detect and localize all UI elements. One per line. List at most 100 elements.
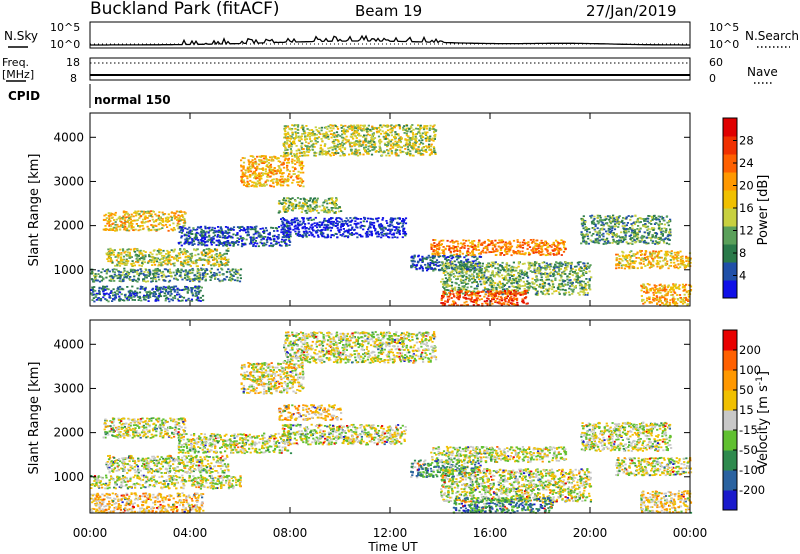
- heatmap-cell: [189, 265, 192, 267]
- heatmap-cell: [212, 231, 215, 234]
- heatmap-cell: [379, 124, 382, 127]
- heatmap-cell: [510, 271, 513, 274]
- heatmap-cell: [568, 279, 571, 282]
- heatmap-cell: [425, 127, 428, 130]
- heatmap-cell: [270, 158, 273, 161]
- heatmap-cell: [542, 267, 545, 269]
- heatmap-cell: [326, 219, 329, 222]
- heatmap-cell: [421, 142, 425, 145]
- heatmap-cell: [288, 137, 291, 140]
- heatmap-cell: [121, 279, 125, 281]
- heatmap-cell: [167, 229, 170, 232]
- heatmap-cell: [196, 286, 199, 288]
- heatmap-cell: [272, 244, 275, 246]
- heatmap-cell: [246, 226, 249, 229]
- heatmap-cell: [315, 199, 318, 202]
- heatmap-cell: [186, 240, 189, 242]
- heatmap-cell: [147, 297, 150, 299]
- heatmap-cell: [446, 266, 450, 269]
- heatmap-cell: [355, 153, 358, 156]
- heatmap-cell: [194, 254, 197, 257]
- heatmap-cell: [544, 267, 547, 270]
- heatmap-cell: [434, 153, 437, 155]
- heatmap-cell: [525, 273, 528, 275]
- heatmap-cell: [396, 149, 399, 151]
- heatmap-cell: [197, 239, 200, 241]
- heatmap-cell: [297, 175, 300, 178]
- heatmap-cell: [281, 217, 284, 219]
- heatmap-cell: [306, 207, 309, 210]
- heatmap-cell: [464, 263, 467, 266]
- heatmap-cell: [438, 261, 441, 263]
- heatmap-cell: [157, 299, 160, 302]
- heatmap-cell: [286, 197, 289, 199]
- heatmap-cell: [165, 290, 168, 293]
- heatmap-cell: [480, 283, 483, 286]
- heatmap-cell: [183, 224, 186, 227]
- heatmap-cell: [354, 148, 357, 151]
- heatmap-cell: [94, 277, 97, 280]
- heatmap-cell: [521, 285, 524, 287]
- heatmap-cell: [326, 223, 329, 226]
- heatmap-cell: [267, 162, 270, 164]
- nsearch-tick-low: 10^0: [709, 38, 739, 51]
- heatmap-cell: [142, 272, 145, 275]
- heatmap-cell: [465, 254, 468, 257]
- heatmap-cell: [570, 269, 573, 272]
- heatmap-cell: [218, 265, 221, 268]
- heatmap-cell: [236, 232, 239, 234]
- heatmap-cell: [331, 201, 334, 204]
- heatmap-cell: [281, 178, 284, 180]
- heatmap-cell: [213, 274, 216, 277]
- heatmap-cell: [381, 154, 384, 157]
- heatmap-cell: [316, 229, 320, 232]
- heatmap-cell: [411, 263, 414, 265]
- heatmap-cell: [413, 141, 416, 144]
- heatmap-cell: [366, 232, 369, 235]
- heatmap-cell: [325, 225, 328, 227]
- heatmap-cell: [472, 275, 475, 278]
- heatmap-cell: [160, 219, 163, 222]
- heatmap-cell: [384, 227, 387, 230]
- heatmap-cell: [167, 251, 170, 254]
- heatmap-cell: [253, 162, 256, 165]
- heatmap-cell: [123, 274, 126, 276]
- heatmap-cell: [323, 211, 326, 213]
- heatmap-cell: [252, 233, 255, 236]
- heatmap-cell: [202, 243, 205, 246]
- heatmap-cell: [301, 142, 304, 145]
- heatmap-cell: [158, 261, 161, 264]
- heatmap-cell: [582, 269, 586, 272]
- heatmap-cell: [246, 167, 249, 170]
- heatmap-cell: [334, 222, 338, 225]
- heatmap-cell: [332, 224, 335, 226]
- heatmap-cell: [150, 277, 153, 280]
- heatmap-cell: [133, 269, 136, 271]
- heatmap-cell: [570, 261, 573, 264]
- heatmap-cell: [140, 257, 143, 260]
- heatmap-cell: [307, 217, 310, 220]
- heatmap-cell: [194, 233, 197, 235]
- heatmap-cell: [583, 293, 586, 296]
- heatmap-cell: [289, 198, 292, 200]
- heatmap-cell: [347, 235, 350, 238]
- heatmap-cell: [249, 241, 253, 244]
- heatmap-cell: [110, 225, 113, 227]
- heatmap-cell: [183, 219, 186, 221]
- heatmap-cell: [430, 267, 433, 270]
- heatmap-cell: [231, 228, 234, 230]
- heatmap-cell: [147, 220, 150, 223]
- heatmap-cell: [129, 248, 132, 251]
- heatmap-cell: [179, 251, 183, 254]
- heatmap-cell: [376, 220, 379, 223]
- heatmap-cell: [93, 286, 96, 288]
- heatmap-cell: [107, 251, 110, 254]
- heatmap-cell: [466, 286, 469, 289]
- heatmap-cell: [132, 268, 135, 271]
- heatmap-cell: [236, 271, 239, 274]
- heatmap-cell: [378, 145, 381, 148]
- heatmap-cell: [333, 136, 336, 138]
- heatmap-cell: [140, 221, 143, 224]
- heatmap-cell: [120, 260, 124, 263]
- heatmap-cell: [116, 253, 119, 256]
